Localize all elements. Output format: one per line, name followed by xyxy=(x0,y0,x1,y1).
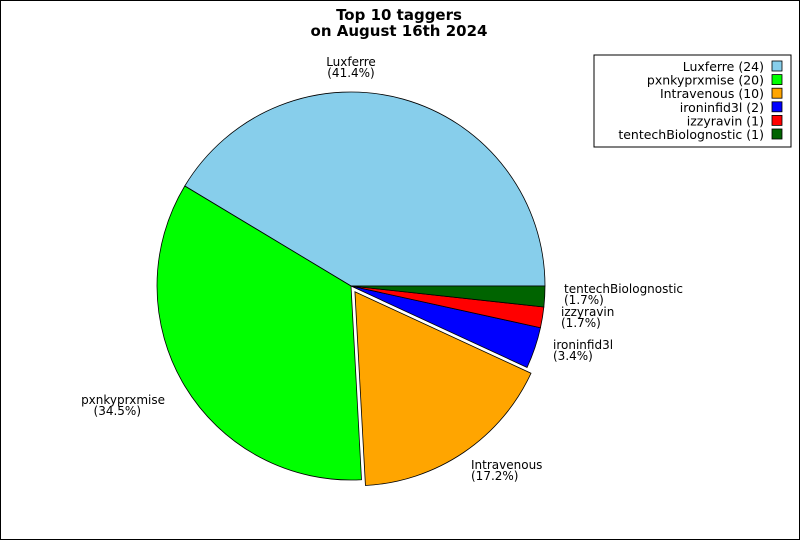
legend-entry-label: pxnkyprxmise (20) xyxy=(647,73,764,88)
slice-label-percent: (1.7%) xyxy=(561,316,601,330)
legend: Luxferre (24)pxnkyprxmise (20)Intravenou… xyxy=(593,54,792,148)
slice-label-name: tentechBiolognostic xyxy=(564,282,683,296)
legend-swatch xyxy=(771,128,783,140)
legend-entry-label: tentechBiolognostic (1) xyxy=(618,127,764,142)
slice-labels: Luxferre(41.4%) pxnkyprxmise(34.5%) Intrav… xyxy=(81,55,683,483)
slice-label-percent: (1.7%) xyxy=(564,293,604,307)
legend-swatch xyxy=(771,115,783,126)
slice-label-name: izzyravin xyxy=(561,305,614,319)
slice-label-name: Intravenous xyxy=(471,458,542,472)
slice-label-percent: (34.5%) xyxy=(94,404,141,418)
legend-entry-label: Luxferre (24) xyxy=(683,59,764,74)
slice-label-percent: (3.4%) xyxy=(553,349,593,363)
pie-slice-pxnkyprxmise xyxy=(156,185,362,481)
legend-swatch xyxy=(771,74,783,85)
legend-entry-label: izzyravin (1) xyxy=(687,113,764,128)
legend-swatch xyxy=(771,101,783,113)
legend-entry-label: Intravenous (10) xyxy=(660,86,764,101)
pie-slices xyxy=(156,91,546,486)
slice-label-percent: (17.2%) xyxy=(471,469,518,483)
chart-title-line-2: on August 16th 2024 xyxy=(311,22,488,40)
legend-swatch xyxy=(771,60,783,72)
slice-label-percent: (41.4%) xyxy=(327,66,374,80)
slice-label-name: pxnkyprxmise xyxy=(81,393,165,407)
legend-swatch xyxy=(771,87,783,99)
legend-box xyxy=(593,54,792,148)
pie-slice-tentechBiolognostic xyxy=(350,285,546,308)
pie-slice-Intravenous xyxy=(354,291,532,486)
pie-slice-Luxferre xyxy=(184,91,546,287)
chart-title-line-1: Top 10 taggers xyxy=(336,6,462,24)
legend-entry-label: ironinfid3l (2) xyxy=(680,100,764,115)
slice-label-name: ironinfid3l xyxy=(553,338,613,352)
slice-label-name: Luxferre xyxy=(326,55,376,69)
